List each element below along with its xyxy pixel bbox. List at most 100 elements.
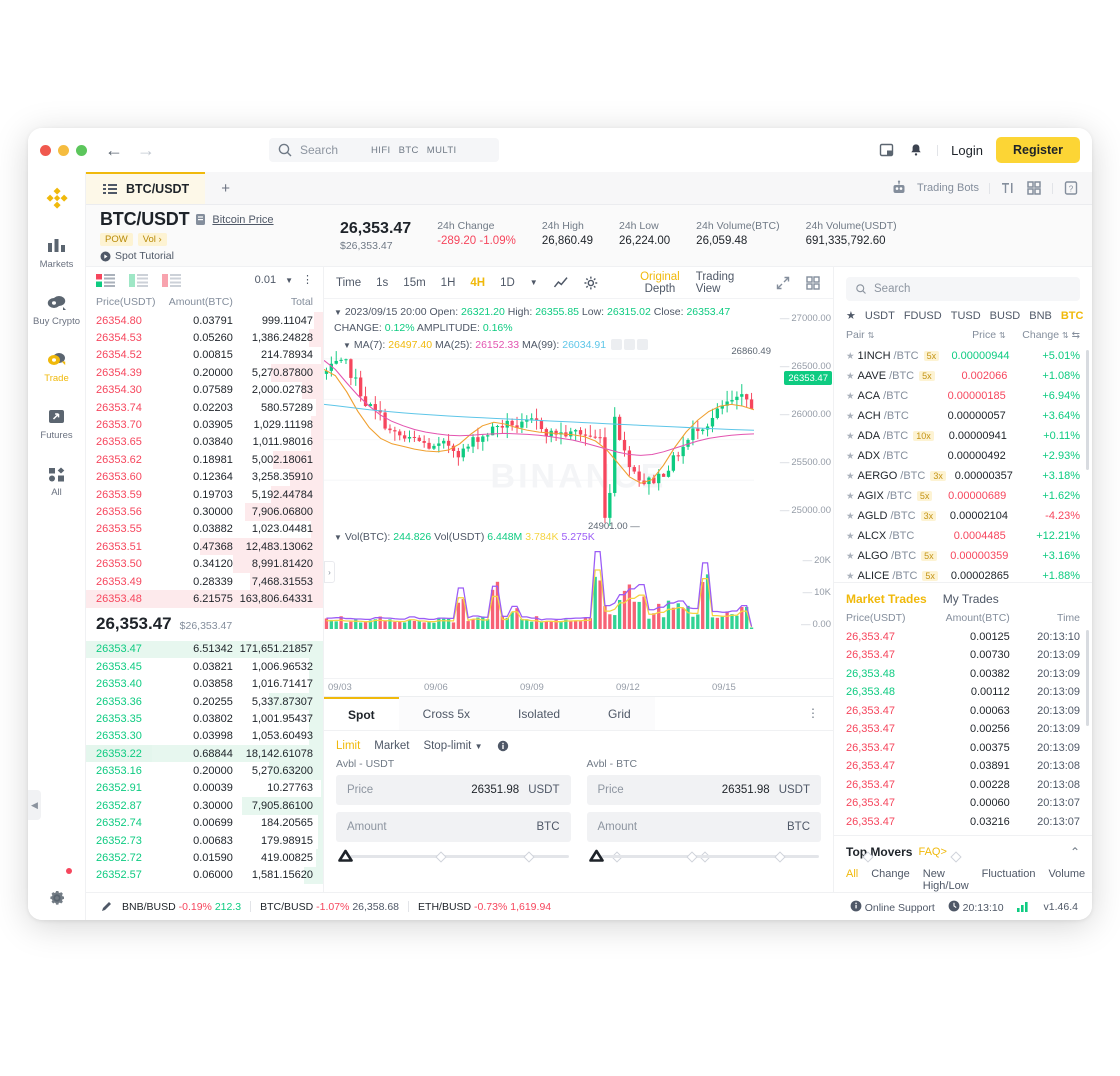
trade-rows[interactable]: 26,353.47 0.00125 20:13:10 26,353.47 0.00730… [834, 628, 1092, 835]
ask-row[interactable]: 26354.53 0.05260 1,386.24828 [86, 329, 323, 347]
ask-row[interactable]: 26353.65 0.03840 1,011.98016 [86, 433, 323, 452]
tab-btc-usdt[interactable]: BTC/USDT [86, 172, 206, 204]
bid-row[interactable]: 26352.87 0.30000 7,905.86100 [86, 797, 323, 815]
search-tag[interactable]: MULTI [426, 144, 457, 156]
ask-row[interactable]: 26353.49 0.28339 7,468.31553 [86, 572, 323, 591]
view-bids-icon[interactable] [129, 273, 148, 287]
order-type-limit[interactable]: Limit [336, 740, 361, 752]
sidebar-item-futures[interactable]: Futures [28, 407, 85, 442]
search-tag[interactable]: HIFI [371, 144, 391, 156]
trading-bots-button[interactable]: Trading Bots [917, 182, 979, 194]
status-ticker[interactable]: ETH/BUSD -0.73% 1,619.94 [418, 900, 552, 913]
market-row[interactable]: ★ ACA/BTC 0.00000185 +6.94% [834, 386, 1092, 406]
market-row[interactable]: ★ ALICE/BTC 5x 0.00002865 +1.88% [834, 566, 1092, 581]
layout-grid-icon[interactable] [805, 275, 821, 291]
bid-row[interactable]: 26353.40 0.03858 1,016.71417 [86, 675, 323, 693]
market-row[interactable]: ★ ACH/BTC 0.00000057 +3.64% [834, 406, 1092, 426]
download-app-icon[interactable] [879, 142, 895, 158]
fullscreen-icon[interactable] [775, 275, 791, 291]
mover-tab-fluctuation[interactable]: Fluctuation [981, 868, 1036, 880]
sell-price-input[interactable]: Price 26351.98 USDT [586, 775, 821, 805]
tab-market-trades[interactable]: Market Trades [846, 591, 927, 606]
ask-row[interactable]: 26354.30 0.07589 2,000.02783 [86, 381, 323, 399]
sell-amount-input[interactable]: Amount BTC [586, 812, 821, 842]
search-input[interactable]: Search HIFI BTC MULTI [269, 138, 499, 162]
online-support-button[interactable]: Online Support [850, 900, 935, 914]
settings-icon[interactable] [47, 888, 67, 908]
timeframe-1s[interactable]: 1s [376, 276, 389, 289]
timeframe-time[interactable]: Time [336, 276, 362, 289]
bid-row[interactable]: 26352.73 0.00683 179.98915 [86, 831, 323, 850]
register-button[interactable]: Register [995, 137, 1080, 163]
mover-tab-all[interactable]: All [846, 868, 859, 880]
market-row[interactable]: ★ AGLD/BTC 3x 0.00002104 -4.23% [834, 506, 1092, 526]
toggle-visibility-icon[interactable] [610, 339, 622, 351]
star-icon[interactable]: ★ [846, 530, 855, 542]
slider-node[interactable] [773, 850, 786, 863]
info-icon[interactable] [497, 740, 509, 752]
bid-row[interactable]: 26353.22 0.68844 18,142.61078 [86, 744, 323, 763]
buy-amount-input[interactable]: Amount BTC [336, 812, 571, 842]
bid-row[interactable]: 26353.47 6.51342 171,651.21857 [86, 640, 323, 659]
tab-my-trades[interactable]: My Trades [942, 591, 999, 606]
bid-row[interactable]: 26353.36 0.20255 5,337.87307 [86, 692, 323, 711]
window-controls[interactable] [40, 144, 87, 156]
chart-type-icon[interactable] [553, 275, 569, 291]
star-icon[interactable]: ★ [846, 490, 855, 502]
trades-scrollbar[interactable] [1086, 629, 1089, 726]
minimize-window-icon[interactable] [58, 144, 69, 156]
order-form-more-icon[interactable]: ⋮ [807, 705, 819, 720]
market-row[interactable]: ★ ADX/BTC 0.00000492 +2.93% [834, 446, 1092, 466]
market-row[interactable]: ★ AAVE/BTC 5x 0.002066 +1.08% [834, 366, 1092, 386]
market-rows[interactable]: ★ 1INCH/BTC 5x 0.00000944 +5.01% ★ AAVE/BTC 5x 0… [834, 346, 1092, 582]
tab-grid[interactable]: Grid [584, 697, 655, 730]
spot-tutorial-link[interactable]: Spot Tutorial [100, 250, 310, 262]
sidebar-item-markets[interactable]: Markets [28, 236, 85, 271]
ask-row[interactable]: 26353.59 0.19703 5,192.44784 [86, 485, 323, 504]
favorites-icon[interactable]: ★ [846, 310, 856, 323]
ask-row[interactable]: 26354.52 0.00815 214.78934 [86, 346, 323, 365]
market-row[interactable]: ★ ADA/BTC 10x 0.00000941 +0.11% [834, 426, 1092, 446]
mover-tab-volume[interactable]: Volume [1048, 868, 1086, 880]
star-icon[interactable]: ★ [846, 390, 855, 402]
maximize-window-icon[interactable] [76, 144, 87, 156]
layout-grid-icon[interactable] [1026, 180, 1042, 196]
quote-tab-btc[interactable]: BTC [1060, 309, 1084, 322]
chart-view-trading-view[interactable]: Trading View [695, 270, 735, 295]
bid-row[interactable]: 26352.57 0.06000 1,581.15620 [86, 866, 323, 885]
ask-row[interactable]: 26353.60 0.12364 3,258.35910 [86, 468, 323, 486]
tab-cross-5x[interactable]: Cross 5x [398, 697, 495, 730]
sidebar-collapse-button[interactable]: ◀ [28, 790, 41, 820]
ask-row[interactable]: 26353.74 0.02203 580.57289 [86, 398, 323, 417]
ask-row[interactable]: 26353.50 0.34120 8,991.81420 [86, 555, 323, 573]
star-icon[interactable]: ★ [846, 550, 855, 562]
sidebar-item-buy-crypto[interactable]: Buy Crypto [28, 293, 85, 328]
ask-row[interactable]: 26353.51 0.47368 12,483.13062 [86, 538, 323, 556]
ask-row[interactable]: 26354.39 0.20000 5,270.87800 [86, 364, 323, 382]
star-icon[interactable]: ★ [846, 370, 855, 382]
search-tag[interactable]: BTC [398, 144, 419, 156]
chart-settings-icon[interactable] [583, 275, 599, 291]
ask-row[interactable]: 26353.55 0.03882 1,023.04481 [86, 520, 323, 539]
timeframe-15m[interactable]: 15m [403, 276, 426, 289]
timeframe-4h[interactable]: 4H [470, 276, 486, 289]
slider-handle[interactable] [588, 849, 604, 862]
back-icon[interactable]: ← [105, 140, 123, 160]
timeframe-1d[interactable]: 1D [500, 276, 515, 289]
bid-row[interactable]: 26353.45 0.03821 1,006.96532 [86, 658, 323, 676]
sidebar-item-trade[interactable]: Trade [28, 350, 85, 385]
star-icon[interactable]: ★ [846, 570, 855, 582]
bid-row[interactable]: 26353.30 0.03998 1,053.60493 [86, 727, 323, 745]
quote-tab-busd[interactable]: BUSD [989, 309, 1021, 322]
markets-scrollbar[interactable] [1086, 350, 1089, 471]
precision-selector[interactable]: 0.01 [254, 274, 277, 286]
close-window-icon[interactable] [40, 144, 51, 156]
status-ticker[interactable]: BTC/BUSD -1.07% 26,358.68 [260, 900, 400, 913]
badge-pow[interactable]: POW [100, 233, 133, 246]
ask-row[interactable]: 26353.48 6.21575 163,806.64331 [86, 590, 323, 608]
sort-pair[interactable]: Pair ⇅ [846, 329, 875, 342]
status-ticker[interactable]: BNB/BUSD -0.19% 212.3 [122, 900, 242, 913]
view-asks-icon[interactable] [162, 273, 181, 287]
notification-bell-icon[interactable] [908, 142, 924, 158]
star-icon[interactable]: ★ [846, 410, 855, 422]
